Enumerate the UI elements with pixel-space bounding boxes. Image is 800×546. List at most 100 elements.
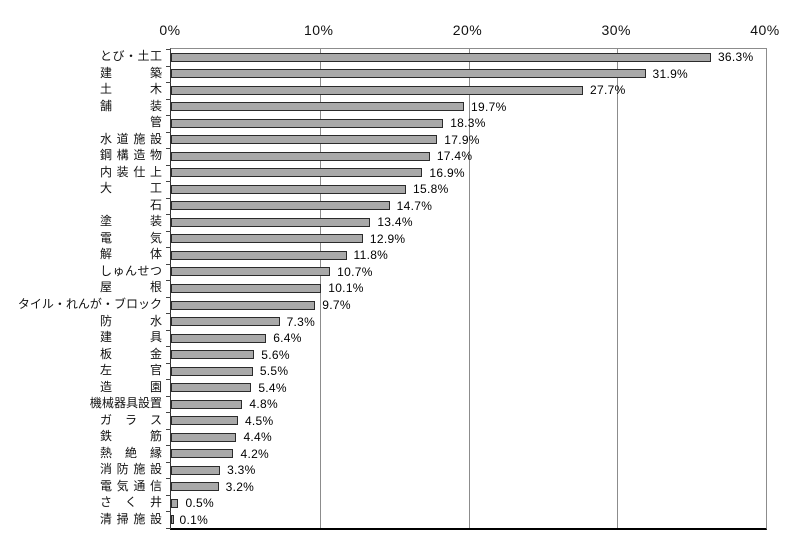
- category-tick: [166, 65, 171, 67]
- category-label-row: さく井: [0, 494, 162, 511]
- category-tick: [166, 49, 171, 50]
- category-tick: [166, 346, 171, 348]
- bar: [171, 102, 465, 112]
- value-label: 19.7%: [471, 99, 507, 114]
- bar: [171, 284, 322, 293]
- bar: [171, 416, 238, 426]
- bar: [171, 465, 221, 475]
- category-label-row: 内装仕上: [0, 164, 162, 181]
- value-label: 17.9%: [444, 132, 480, 147]
- category-tick: [166, 115, 171, 117]
- value-label: 12.9%: [369, 231, 406, 246]
- x-axis-tick-label: 30%: [601, 22, 632, 38]
- bar: [171, 366, 253, 376]
- value-label: 7.3%: [286, 314, 316, 329]
- x-axis-tick-label: 40%: [750, 22, 780, 38]
- category-label: 消防施設: [100, 462, 162, 477]
- category-label-row: とび・土工: [0, 48, 162, 65]
- value-label: 14.7%: [396, 198, 433, 213]
- bar: [171, 399, 243, 409]
- value-label: 31.9%: [652, 66, 689, 81]
- value-label: 0.5%: [185, 496, 214, 511]
- category-label-row: タイル・れんが・ブロック: [0, 296, 162, 313]
- category-label: タイル・れんが・ブロック: [17, 297, 162, 311]
- category-tick: [166, 181, 171, 183]
- category-label-row: 清掃施設: [0, 510, 162, 527]
- category-label: 内装仕上: [100, 164, 162, 179]
- value-label: 9.7%: [322, 298, 351, 312]
- category-label-row: 熱絶縁: [0, 444, 162, 461]
- category-label: さく井: [100, 495, 162, 510]
- bar: [171, 168, 423, 178]
- category-tick: [166, 461, 171, 463]
- category-label-row: しゅんせつ: [0, 263, 162, 280]
- value-label: 0.1%: [179, 512, 209, 527]
- category-tick: [166, 494, 171, 496]
- category-label-row: 左官: [0, 362, 162, 379]
- category-tick: [166, 296, 171, 298]
- value-label: 16.9%: [429, 165, 465, 180]
- bar: [171, 350, 255, 360]
- category-label-row: 電気: [0, 230, 162, 247]
- category-label: 管: [149, 115, 162, 130]
- category-label-row: 大工: [0, 180, 162, 197]
- bar: [171, 432, 237, 442]
- category-label-row: 塗装: [0, 213, 162, 230]
- value-label: 27.7%: [590, 83, 626, 98]
- category-tick: [166, 412, 171, 414]
- category-tick: [166, 445, 171, 447]
- category-label: 電気: [100, 230, 162, 245]
- bar: [171, 85, 584, 95]
- category-label: 電気通信: [100, 478, 162, 493]
- category-label-row: 板金: [0, 345, 162, 362]
- value-label: 6.4%: [273, 331, 302, 346]
- category-tick: [166, 511, 171, 513]
- x-axis-tick-label: 20%: [452, 22, 483, 38]
- value-label: 17.4%: [436, 149, 473, 164]
- bar: [171, 482, 219, 492]
- category-label: 土木: [100, 82, 162, 97]
- category-tick: [166, 478, 171, 480]
- category-tick: [166, 428, 171, 430]
- bar: [171, 515, 174, 525]
- value-label: 10.1%: [328, 281, 364, 296]
- category-label: しゅんせつ: [100, 263, 162, 278]
- category-label: 水道施設: [100, 131, 162, 146]
- bar: [171, 300, 316, 310]
- category-label: 塗装: [100, 214, 162, 229]
- bar: [171, 250, 347, 260]
- category-tick: [166, 214, 171, 216]
- value-label: 15.8%: [413, 182, 449, 197]
- value-label: 3.2%: [225, 479, 255, 494]
- bar: [171, 267, 331, 277]
- x-axis: 0% 10% 20% 30% 40%: [0, 22, 800, 44]
- category-label-row: 防水: [0, 312, 162, 329]
- value-label: 5.4%: [258, 380, 287, 395]
- x-axis-tick-label: 0%: [159, 22, 181, 38]
- category-tick: [166, 230, 171, 232]
- value-label: 3.3%: [227, 463, 256, 478]
- category-labels: とび・土工建築土木舗装管水道施設鋼構造物内装仕上大工石塗装電気解体しゅんせつ屋根…: [0, 48, 162, 527]
- category-label-row: 解体: [0, 246, 162, 263]
- category-label-row: 造園: [0, 378, 162, 395]
- gridline: [468, 49, 470, 528]
- gridline: [617, 49, 619, 528]
- category-label: 板金: [100, 346, 162, 361]
- bar: [171, 201, 390, 211]
- category-label: 防水: [100, 313, 162, 328]
- category-tick: [166, 379, 171, 381]
- category-label-row: 鉄筋: [0, 428, 162, 445]
- category-tick: [166, 280, 171, 282]
- category-label-row: 水道施設: [0, 131, 162, 148]
- category-tick: [166, 528, 171, 529]
- category-label: とび・土工: [100, 49, 162, 64]
- category-label-row: 電気通信: [0, 477, 162, 494]
- category-label: 機械器具設置: [89, 396, 162, 411]
- category-tick: [166, 362, 171, 364]
- plot-area: 36.3% 31.9% 27.7% 19.7% 18.3% 17.9% 17.4% 16.9%…: [166, 48, 767, 530]
- value-label: 11.8%: [353, 248, 389, 263]
- bar: [171, 52, 711, 62]
- category-tick: [166, 148, 171, 150]
- category-tick: [166, 263, 171, 265]
- category-label: 鉄筋: [100, 429, 162, 444]
